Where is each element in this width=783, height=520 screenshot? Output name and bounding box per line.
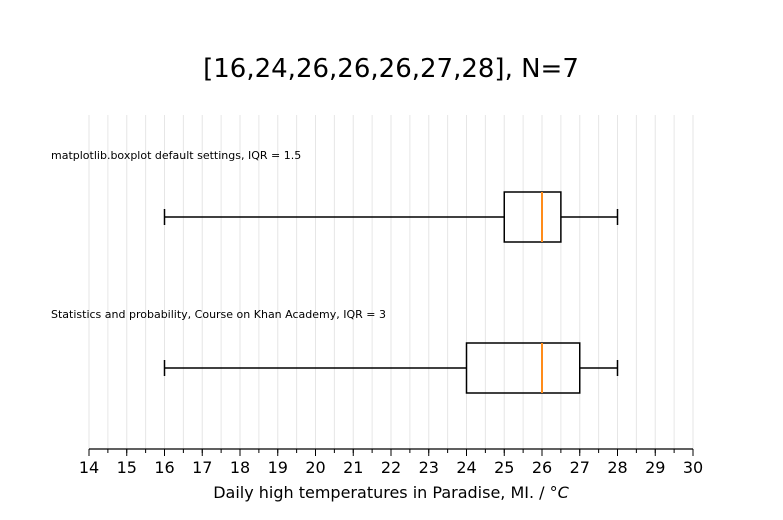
grid-lines <box>88 115 694 449</box>
x-tick-label: 19 <box>268 458 288 477</box>
box-annotation: matplotlib.boxplot default settings, IQR… <box>51 149 301 162</box>
box-annotation: Statistics and probability, Course on Kh… <box>51 308 386 321</box>
x-axis-label-text: Daily high temperatures in Paradise, MI.… <box>213 483 549 502</box>
box-group: Statistics and probability, Course on Kh… <box>51 308 619 394</box>
iqr-box <box>503 191 562 243</box>
x-tick-label: 26 <box>532 458 552 477</box>
x-tick-label: 21 <box>343 458 363 477</box>
box-group: matplotlib.boxplot default settings, IQR… <box>51 149 619 243</box>
x-tick-label: 16 <box>154 458 174 477</box>
boxes: matplotlib.boxplot default settings, IQR… <box>51 149 619 394</box>
x-tick-label: 27 <box>570 458 590 477</box>
x-tick-label: 29 <box>645 458 665 477</box>
iqr-box <box>465 342 581 394</box>
x-tick-label: 17 <box>192 458 212 477</box>
x-axis-label-unit: °C <box>550 483 570 502</box>
x-tick-label: 20 <box>305 458 325 477</box>
x-axis-label: Daily high temperatures in Paradise, MI.… <box>213 483 569 502</box>
x-tick-label: 18 <box>230 458 250 477</box>
x-axis-ticks: 14 15 16 17 18 19 20 21 22 23 24 25 26 27 28 29 30 <box>79 449 703 477</box>
x-tick-label: 23 <box>419 458 439 477</box>
x-tick-label: 14 <box>79 458 99 477</box>
x-tick-label: 28 <box>607 458 627 477</box>
x-tick-label: 30 <box>683 458 703 477</box>
chart-title: [16,24,26,26,26,27,28], N=7 <box>203 54 579 84</box>
x-tick-label: 25 <box>494 458 514 477</box>
x-tick-label: 15 <box>117 458 137 477</box>
x-tick-label: 22 <box>381 458 401 477</box>
x-tick-label: 24 <box>456 458 476 477</box>
